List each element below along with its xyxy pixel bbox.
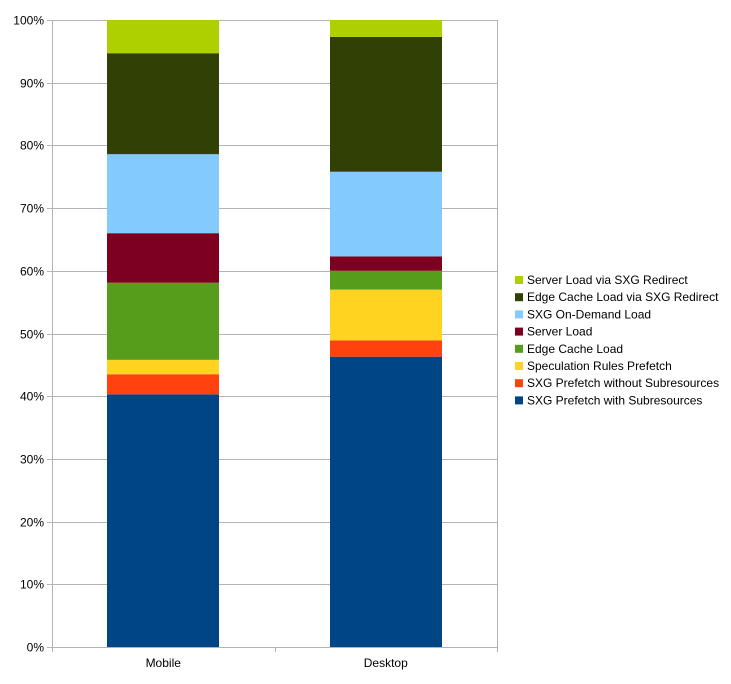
bar-segment-mobile-edge-cache-load-via-sxg-redirect bbox=[107, 53, 219, 155]
legend-item-speculation-rules-prefetch: Speculation Rules Prefetch bbox=[515, 359, 672, 373]
bars bbox=[107, 20, 442, 647]
bar-segment-desktop-server-load bbox=[330, 256, 442, 271]
x-axis-tick-labels: Mobile Desktop bbox=[146, 656, 409, 670]
y-tick-label: 0% bbox=[27, 641, 45, 655]
legend-swatch bbox=[515, 396, 523, 405]
bar-segment-mobile-server-load-via-sxg-redirect bbox=[107, 20, 219, 54]
x-tick-label-desktop: Desktop bbox=[364, 656, 408, 670]
y-tick-label: 70% bbox=[20, 202, 44, 216]
y-axis-tick-labels: 0% 10% 20% 30% 40% 50% 60% 70% 80% 90% 100% bbox=[13, 14, 44, 655]
axes bbox=[52, 20, 498, 652]
y-tick-label: 100% bbox=[13, 14, 44, 28]
legend-swatch bbox=[515, 293, 523, 302]
y-tick-label: 30% bbox=[20, 453, 44, 467]
legend-label: Edge Cache Load bbox=[527, 342, 623, 356]
legend-item-edge-cache-load: Edge Cache Load bbox=[515, 342, 623, 356]
y-tick-label: 90% bbox=[20, 77, 44, 91]
y-tick-label: 10% bbox=[20, 578, 44, 592]
legend-swatch bbox=[515, 310, 523, 319]
bar-segment-mobile-sxg-prefetch-without-subresources bbox=[107, 374, 219, 395]
y-tick-label: 80% bbox=[20, 139, 44, 153]
legend-label: Edge Cache Load via SXG Redirect bbox=[527, 290, 719, 304]
legend: Server Load via SXG Redirect Edge Cache L… bbox=[515, 273, 719, 407]
y-tick-label: 40% bbox=[20, 390, 44, 404]
legend-label: Server Load bbox=[527, 325, 592, 339]
bar-segment-desktop-server-load-via-sxg-redirect bbox=[330, 20, 442, 37]
legend-swatch bbox=[515, 327, 523, 336]
legend-swatch bbox=[515, 379, 523, 388]
bar-segment-mobile-speculation-rules-prefetch bbox=[107, 359, 219, 375]
bar-segment-mobile-edge-cache-load bbox=[107, 282, 219, 360]
legend-item-server-load: Server Load bbox=[515, 325, 592, 339]
bar-segment-desktop-sxg-prefetch-without-subresources bbox=[330, 340, 442, 357]
legend-item-edge-cache-load-via-sxg-redirect: Edge Cache Load via SXG Redirect bbox=[515, 290, 719, 304]
bar-segment-desktop-edge-cache-load-via-sxg-redirect bbox=[330, 36, 442, 172]
y-tick-label: 60% bbox=[20, 265, 44, 279]
legend-label: SXG Prefetch without Subresources bbox=[527, 376, 719, 390]
bar-segment-mobile-server-load bbox=[107, 233, 219, 283]
legend-label: SXG On-Demand Load bbox=[527, 307, 651, 321]
legend-swatch bbox=[515, 276, 523, 284]
legend-swatch bbox=[515, 344, 523, 353]
bar-segment-mobile-sxg-on-demand-load bbox=[107, 154, 219, 234]
legend-label: Server Load via SXG Redirect bbox=[527, 273, 688, 287]
bar-segment-mobile-sxg-prefetch-with-subresources bbox=[107, 394, 219, 647]
legend-item-sxg-prefetch-with-subresources: SXG Prefetch with Subresources bbox=[515, 393, 702, 407]
legend-item-server-load-via-sxg-redirect: Server Load via SXG Redirect bbox=[515, 273, 688, 287]
legend-label: SXG Prefetch with Subresources bbox=[527, 393, 702, 407]
legend-item-sxg-prefetch-without-subresources: SXG Prefetch without Subresources bbox=[515, 376, 719, 390]
y-tick-label: 50% bbox=[20, 328, 44, 342]
bar-segment-desktop-sxg-prefetch-with-subresources bbox=[330, 356, 442, 647]
bar-segment-desktop-speculation-rules-prefetch bbox=[330, 289, 442, 341]
y-tick-label: 20% bbox=[20, 516, 44, 530]
legend-label: Speculation Rules Prefetch bbox=[527, 359, 672, 373]
bar-segment-desktop-sxg-on-demand-load bbox=[330, 171, 442, 257]
legend-swatch bbox=[515, 362, 523, 370]
x-tick-label-mobile: Mobile bbox=[146, 656, 182, 670]
legend-item-sxg-on-demand-load: SXG On-Demand Load bbox=[515, 307, 651, 321]
bar-segment-desktop-edge-cache-load bbox=[330, 270, 442, 290]
